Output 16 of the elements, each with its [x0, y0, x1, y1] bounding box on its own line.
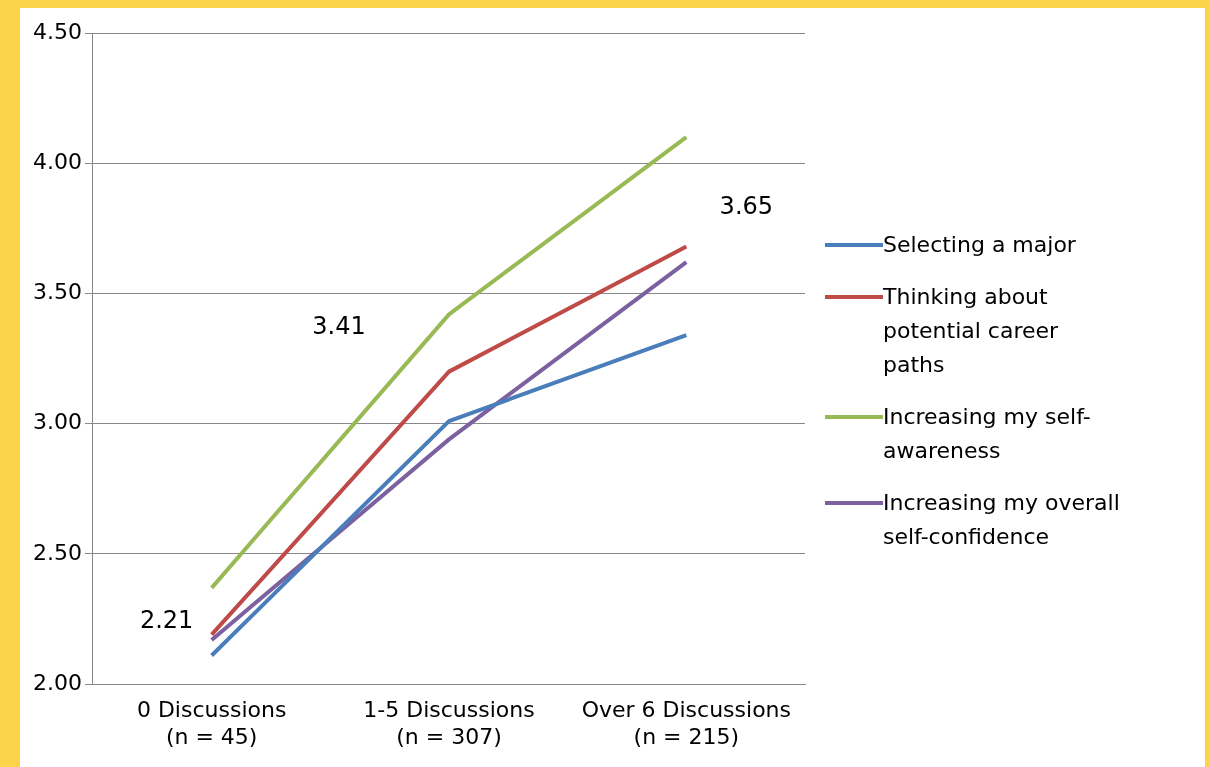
- y-tick-label: 3.00: [33, 409, 82, 435]
- y-tick-label: 4.50: [33, 18, 82, 44]
- y-tick-label: 2.00: [33, 669, 82, 695]
- annotation: 2.21: [139, 605, 194, 634]
- legend-label: Selecting a major: [883, 231, 1076, 259]
- x-tick-label: 0 Discussions (n = 45): [136, 697, 287, 749]
- y-tick-label: 2.50: [33, 539, 82, 565]
- annotation: 3.65: [719, 191, 774, 220]
- y-tick-label: 3.50: [33, 279, 82, 305]
- legend-label: Increasing my self-awareness: [883, 403, 1092, 465]
- x-tick-label: Over 6 Discussions (n = 215): [581, 697, 792, 749]
- x-tick-label: 1-5 Discussions (n = 307): [363, 697, 535, 749]
- legend-label: Increasing my overall self-confidence: [883, 489, 1121, 551]
- annotation: 3.41: [312, 311, 366, 340]
- legend-label: Thinking about potential career paths: [883, 283, 1060, 379]
- y-tick-label: 4.00: [33, 148, 82, 174]
